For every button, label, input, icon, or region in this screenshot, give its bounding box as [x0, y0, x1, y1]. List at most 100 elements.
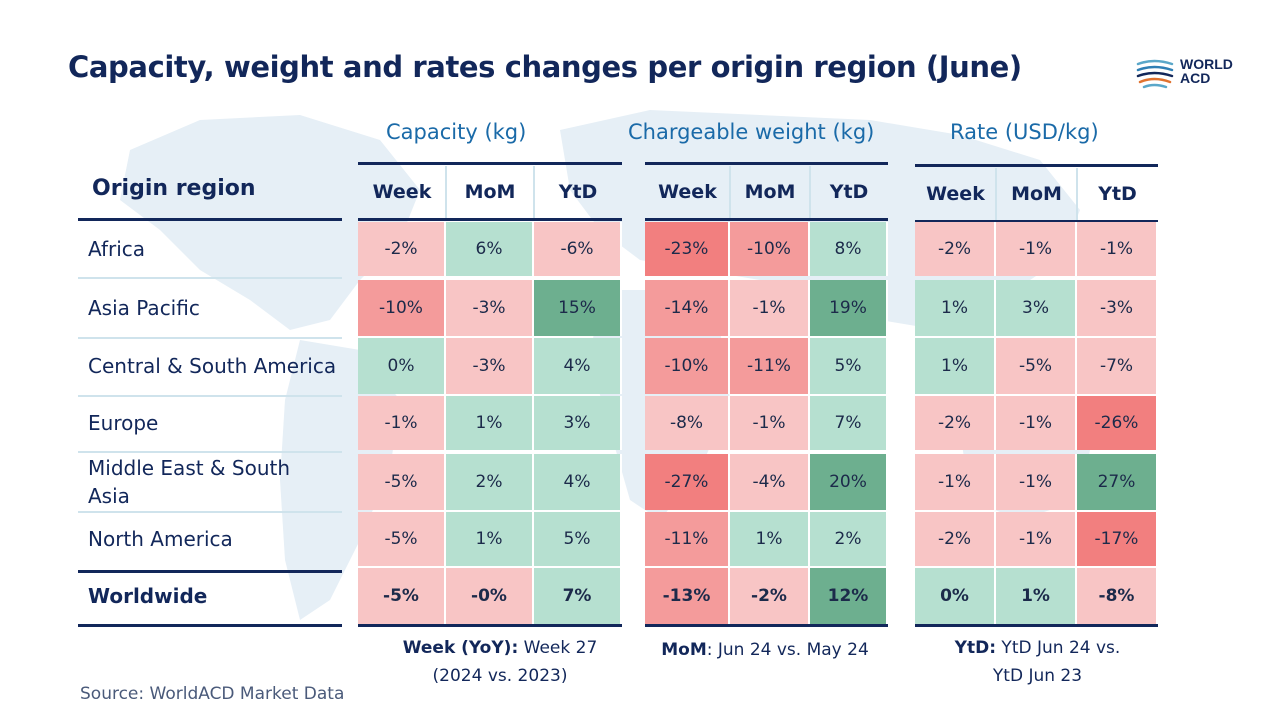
cell-central-and-south-america-rate-mom: -5%: [996, 338, 1077, 394]
cell-middle-east-and-south-asia-rate-ytd: 27%: [1077, 454, 1158, 510]
cell-africa-capacity-week: -2%: [358, 222, 446, 276]
weight-week-header: Week: [658, 181, 717, 203]
cell-middle-east-and-south-asia-rate-week: -1%: [915, 454, 996, 510]
worldacd-logo-text: WORLD ACD: [1180, 57, 1260, 85]
footnote-mom-label: MoM: [661, 640, 707, 660]
capacity-header-sep-2: [533, 166, 535, 218]
rate-header-sep-1: [995, 168, 997, 220]
weight-top-rule: [645, 162, 888, 165]
cell-middle-east-and-south-asia-capacity-ytd: 4%: [534, 454, 622, 510]
region-label-middle-east-and-south-asia: Middle East & South Asia: [88, 456, 291, 508]
cell-north-america-weight-week: -11%: [645, 512, 730, 566]
cell-north-america-capacity-week: -5%: [358, 512, 446, 566]
group-title-capacity: Capacity (kg): [386, 120, 527, 144]
cell-central-and-south-america-capacity-ytd: 4%: [534, 338, 622, 394]
cell-middle-east-and-south-asia-capacity-mom: 2%: [446, 454, 534, 510]
cell-worldwide-capacity-mom: -0%: [446, 568, 534, 624]
cell-asia-pacific-weight-mom: -1%: [730, 280, 810, 336]
cell-middle-east-and-south-asia-rate-mom: -1%: [996, 454, 1077, 510]
rate-bottom-rule: [915, 624, 1158, 627]
cell-middle-east-and-south-asia-weight-week: -27%: [645, 454, 730, 510]
footnote-ytd: YtD: YtD Jun 24 vs. YtD Jun 23: [910, 634, 1165, 690]
cell-europe-rate-week: -2%: [915, 396, 996, 450]
capacity-header-sep-1: [445, 166, 447, 218]
cell-central-and-south-america-capacity-week: 0%: [358, 338, 446, 394]
capacity-ytd-header: YtD: [558, 181, 598, 203]
region-label-central-and-south-america: Central & South America: [88, 354, 337, 378]
region-row-divider: [78, 337, 342, 339]
rate-header-rule: [915, 220, 1158, 223]
cell-asia-pacific-weight-week: -14%: [645, 280, 730, 336]
cell-north-america-weight-mom: 1%: [730, 512, 810, 566]
cell-europe-weight-week: -8%: [645, 396, 730, 450]
group-title-rate: Rate (USD/kg): [950, 120, 1099, 144]
logo-line-1: WORLD: [1180, 56, 1233, 72]
cell-worldwide-capacity-ytd: 7%: [534, 568, 622, 624]
cell-middle-east-and-south-asia-capacity-week: -5%: [358, 454, 446, 510]
cell-worldwide-rate-week: 0%: [915, 568, 996, 624]
capacity-bottom-rule: [358, 624, 622, 627]
weight-header-sep-1: [729, 166, 731, 218]
rate-header-sep-2: [1076, 168, 1078, 220]
cell-worldwide-capacity-week: -5%: [358, 568, 446, 624]
cell-worldwide-rate-mom: 1%: [996, 568, 1077, 624]
group-title-chargeable-weight: Chargeable weight (kg): [628, 120, 875, 144]
capacity-header-rule: [358, 218, 622, 221]
rate-ytd-header: YtD: [1098, 183, 1137, 205]
cell-africa-weight-ytd: 8%: [810, 222, 888, 276]
cell-africa-rate-week: -2%: [915, 222, 996, 276]
region-bottom-rule: [78, 624, 342, 627]
capacity-mom-header: MoM: [464, 181, 516, 203]
cell-africa-capacity-mom: 6%: [446, 222, 534, 276]
cell-central-and-south-america-weight-ytd: 5%: [810, 338, 888, 394]
cell-europe-capacity-week: -1%: [358, 396, 446, 450]
cell-worldwide-weight-week: -13%: [645, 568, 730, 624]
cell-north-america-rate-ytd: -17%: [1077, 512, 1158, 566]
footnote-mom-text: : Jun 24 vs. May 24: [706, 640, 869, 660]
cell-africa-rate-ytd: -1%: [1077, 222, 1158, 276]
weight-header-sep-2: [809, 166, 811, 218]
cell-europe-weight-ytd: 7%: [810, 396, 888, 450]
footnote-ytd-label: YtD:: [954, 638, 997, 658]
footnote-week-line2: (2024 vs. 2023): [432, 666, 568, 686]
cell-africa-capacity-ytd: -6%: [534, 222, 622, 276]
rate-week-header: Week: [926, 183, 985, 205]
footnote-week: Week (YoY): Week 27 (2024 vs. 2023): [370, 634, 630, 690]
cell-europe-capacity-ytd: 3%: [534, 396, 622, 450]
cell-central-and-south-america-capacity-mom: -3%: [446, 338, 534, 394]
cell-north-america-rate-mom: -1%: [996, 512, 1077, 566]
cell-middle-east-and-south-asia-weight-ytd: 20%: [810, 454, 888, 510]
region-label-worldwide: Worldwide: [88, 584, 208, 608]
region-label-north-america: North America: [88, 527, 233, 551]
weight-bottom-rule: [645, 624, 888, 627]
footnote-ytd-text: YtD Jun 24 vs.: [996, 638, 1121, 658]
cell-north-america-rate-week: -2%: [915, 512, 996, 566]
logo-line-2: ACD: [1180, 70, 1211, 86]
cell-asia-pacific-capacity-mom: -3%: [446, 280, 534, 336]
rate-mom-header: MoM: [1011, 183, 1062, 205]
cell-europe-rate-mom: -1%: [996, 396, 1077, 450]
cell-africa-weight-mom: -10%: [730, 222, 810, 276]
cell-worldwide-weight-ytd: 12%: [810, 568, 888, 624]
source-note: Source: WorldACD Market Data: [80, 684, 345, 704]
page-title: Capacity, weight and rates changes per o…: [68, 50, 1022, 84]
cell-asia-pacific-rate-mom: 3%: [996, 280, 1077, 336]
cell-north-america-capacity-mom: 1%: [446, 512, 534, 566]
cell-europe-capacity-mom: 1%: [446, 396, 534, 450]
capacity-week-header: Week: [372, 181, 432, 203]
region-row-divider: [78, 395, 342, 397]
footnote-week-text: Week 27: [518, 638, 598, 658]
cell-central-and-south-america-rate-week: 1%: [915, 338, 996, 394]
region-row-divider: [78, 451, 342, 453]
region-row-divider: [78, 511, 342, 513]
cell-europe-rate-ytd: -26%: [1077, 396, 1158, 450]
weight-header-rule: [645, 218, 888, 221]
cell-central-and-south-america-weight-mom: -11%: [730, 338, 810, 394]
cell-asia-pacific-rate-ytd: -3%: [1077, 280, 1158, 336]
cell-africa-weight-week: -23%: [645, 222, 730, 276]
region-worldwide-top-rule: [78, 570, 342, 573]
cell-asia-pacific-capacity-ytd: 15%: [534, 280, 622, 336]
cell-europe-weight-mom: -1%: [730, 396, 810, 450]
origin-region-header: Origin region: [92, 176, 256, 201]
cell-asia-pacific-rate-week: 1%: [915, 280, 996, 336]
